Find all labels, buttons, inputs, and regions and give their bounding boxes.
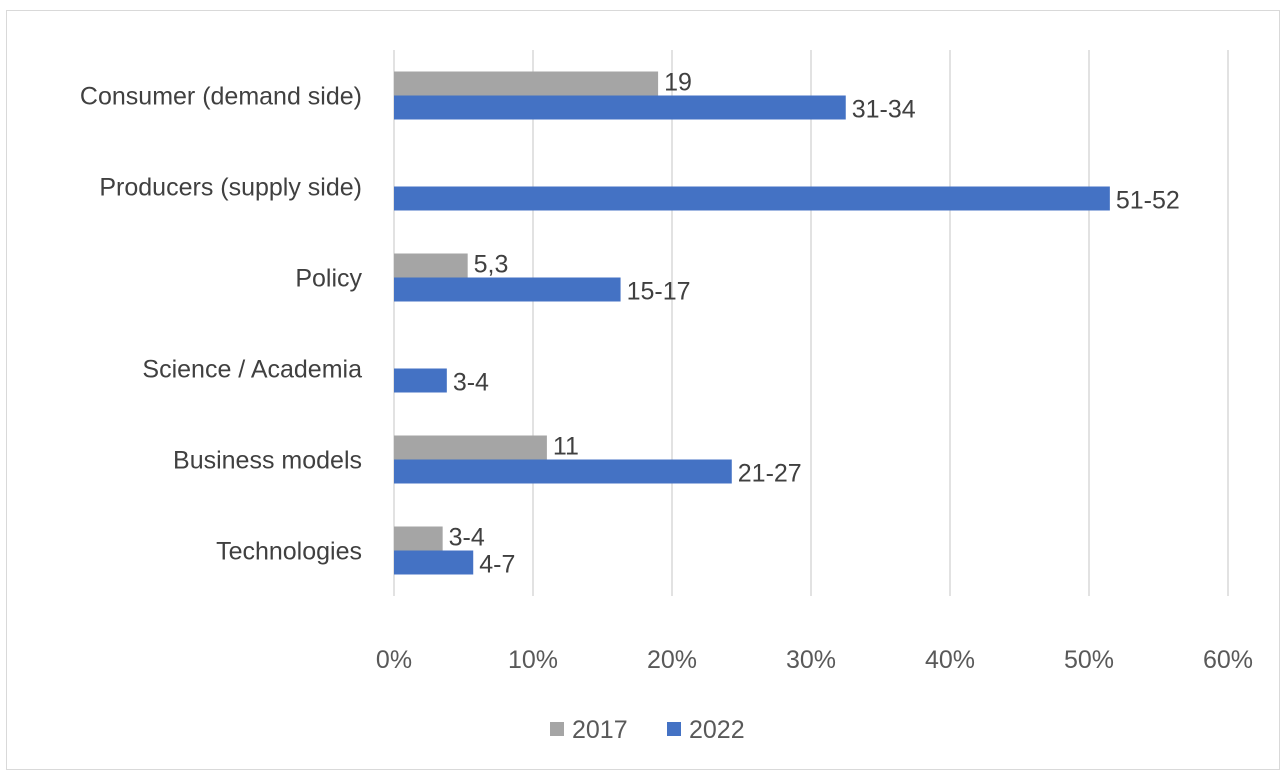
bar-2017	[394, 526, 443, 551]
bar-2022	[394, 368, 447, 393]
category-label: Technologies	[216, 538, 362, 566]
bar-2017	[394, 435, 547, 460]
legend-swatch-2022	[667, 722, 681, 736]
data-label-2017: 5,3	[474, 251, 509, 279]
category-labels: Consumer (demand side) Producers (supply …	[80, 83, 363, 566]
bar-2022	[394, 550, 474, 575]
data-label-2022: 15-17	[627, 278, 691, 306]
bar-chart: Consumer (demand side) Producers (supply …	[80, 50, 1253, 744]
category-label: Science / Academia	[142, 356, 362, 384]
bar-2017	[394, 71, 659, 96]
data-label-2017: 11	[553, 433, 579, 461]
data-label-2017: 19	[664, 69, 692, 97]
legend-swatch-2017	[550, 722, 564, 736]
x-tick-label: 30%	[786, 646, 836, 674]
category-label: Business models	[173, 447, 362, 475]
bars	[394, 71, 1110, 575]
data-label-2022: 4-7	[479, 551, 515, 579]
data-label-2017: 3-4	[449, 524, 485, 552]
gridlines	[393, 50, 1229, 596]
legend-label-2022: 2022	[689, 716, 745, 744]
chart-frame	[6, 10, 1280, 770]
x-tick-label: 40%	[925, 646, 975, 674]
category-label: Consumer (demand side)	[80, 83, 362, 111]
legend: 2017 2022	[550, 716, 745, 744]
bar-2022	[394, 277, 621, 302]
legend-label-2017: 2017	[572, 716, 628, 744]
bar-2022	[394, 459, 732, 484]
category-label: Policy	[295, 265, 362, 293]
data-label-2022: 21-27	[738, 460, 802, 488]
bar-2022	[394, 95, 846, 120]
data-label-2022: 31-34	[852, 96, 916, 124]
x-tick-label: 0%	[376, 646, 412, 674]
x-tick-label: 50%	[1064, 646, 1114, 674]
x-tick-labels: 0% 10% 20% 30% 40% 50% 60%	[376, 646, 1253, 674]
category-label: Producers (supply side)	[99, 174, 362, 202]
data-label-2022: 51-52	[1116, 187, 1180, 215]
data-label-2022: 3-4	[453, 369, 489, 397]
bar-2017	[394, 253, 468, 278]
x-tick-label: 60%	[1203, 646, 1253, 674]
x-tick-label: 10%	[508, 646, 558, 674]
bar-2022	[394, 186, 1110, 211]
x-tick-label: 20%	[647, 646, 697, 674]
